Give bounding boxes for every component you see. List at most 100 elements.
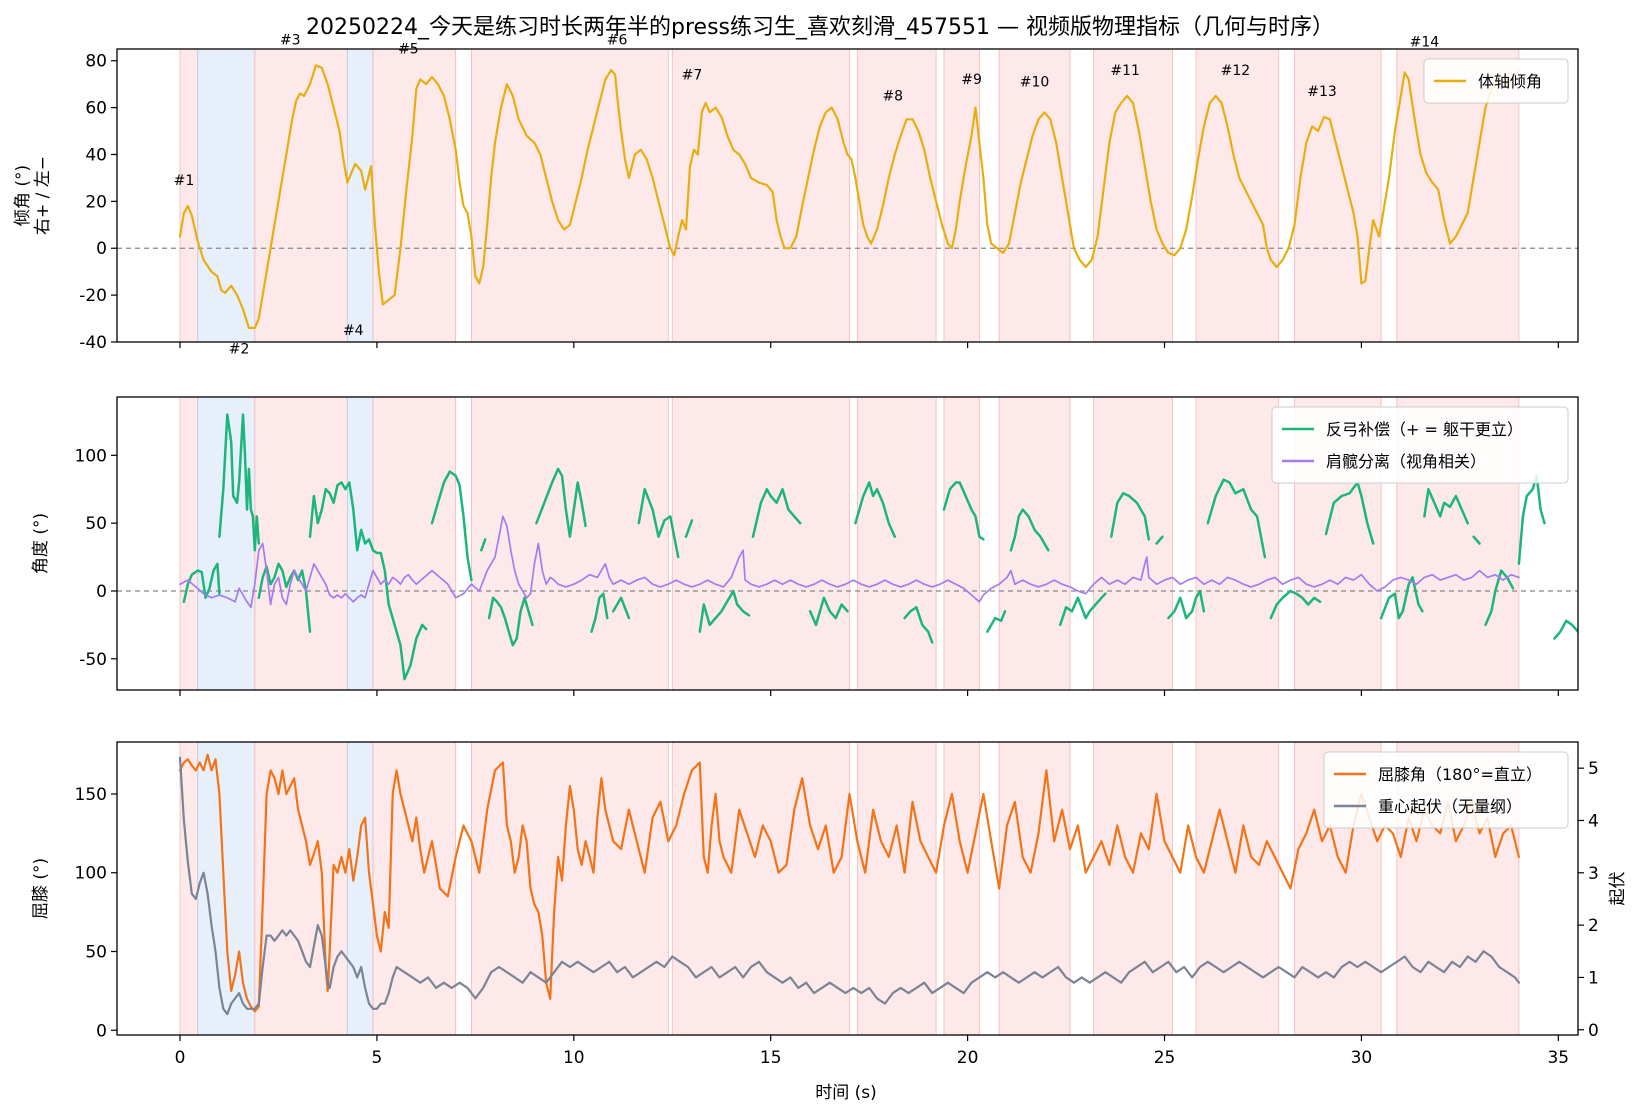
y-tick-label: 60 [85, 99, 107, 119]
y-tick-label: 150 [75, 785, 107, 805]
y-tick-label: -50 [79, 650, 107, 670]
y-axis-label: 角度 (°) [31, 513, 51, 574]
turn-label: #2 [229, 342, 250, 358]
segment-band-5 [372, 49, 457, 342]
segment-bands [179, 397, 1520, 690]
segment-band-10 [998, 49, 1071, 342]
segment-band-8 [856, 397, 937, 690]
turn-label: #5 [398, 42, 419, 58]
y-tick-label: 50 [85, 514, 107, 534]
turn-label: #4 [343, 323, 364, 339]
x-axis-label: 时间 (s) [815, 1083, 877, 1103]
legend-entry: 屈膝角（180°=直立） [1378, 765, 1542, 784]
series-line-com [178, 756, 1520, 1016]
turn-label: #14 [1410, 35, 1440, 51]
series-line-knee [178, 753, 1520, 1013]
segment-band-7 [671, 49, 850, 342]
turn-label: #8 [882, 89, 903, 105]
turn-label: #10 [1020, 75, 1050, 91]
x-tick-label: 20 [957, 1048, 979, 1068]
segment-band-8 [856, 742, 937, 1035]
y-tick-label: 0 [96, 239, 107, 259]
segment-band-9 [943, 397, 980, 690]
y-axis-label: 屈膝 (°) [31, 858, 51, 919]
turn-label: #9 [961, 72, 982, 88]
turn-label: #13 [1307, 84, 1337, 100]
x-tick-label: 5 [371, 1048, 382, 1068]
segment-band-9 [943, 742, 980, 1035]
segment-band-7 [671, 397, 850, 690]
y-right-tick-label: 3 [1588, 864, 1599, 884]
segment-band-1 [179, 49, 199, 342]
panel-angles: -50 0 50 100 角度 (°) 反弓补偿（+ = 躯干更立） 肩髋分离（视角相关） [31, 396, 1579, 696]
y-tick-label: 20 [85, 192, 107, 212]
turn-label: #6 [607, 32, 628, 48]
y-tick-label: 100 [75, 864, 107, 884]
y-right-tick-label: 4 [1588, 811, 1599, 831]
y-right-axis-label: 起伏 [1608, 872, 1628, 906]
panel-knee: 0 50 100 150 0 1 2 3 4 5 起伏 0 5 10 15 20 25 30 35 屈膝 (°) 屈膝角… [31, 741, 1628, 1068]
series-line-comp [182, 413, 1578, 681]
segment-band-11 [1093, 397, 1173, 690]
x-tick-label: 35 [1547, 1048, 1569, 1068]
panel-tilt: #1 #2 #3 #4 #5 #6 #7 #8 #9 #10 #11 #12 #13 #14 -40 -20 0… [13, 32, 1579, 358]
y-tick-label: 40 [85, 145, 107, 165]
segment-bands [179, 49, 1520, 342]
segment-band-12 [1195, 49, 1280, 342]
turn-label: #1 [174, 173, 195, 189]
legend-entry: 重心起伏（无量纲） [1378, 797, 1522, 816]
segment-band-11 [1093, 49, 1173, 342]
y-right-tick-label: 5 [1588, 759, 1599, 779]
segment-band-10 [998, 397, 1071, 690]
legend-entry: 体轴倾角 [1478, 72, 1542, 91]
y-tick-label: 80 [85, 52, 107, 72]
segment-band-13 [1294, 49, 1382, 342]
y-tick-label: 0 [96, 1021, 107, 1041]
turn-label: #12 [1221, 63, 1251, 79]
segment-band-4 [346, 742, 374, 1035]
turn-label: #7 [682, 67, 703, 83]
segment-band-5 [372, 397, 457, 690]
segment-band-2 [197, 49, 256, 342]
segment-band-5 [372, 742, 457, 1035]
legend: 反弓补偿（+ = 躯干更立） 肩髋分离（视角相关） [1271, 406, 1569, 484]
y-tick-label: 100 [75, 446, 107, 466]
segment-band-4 [346, 49, 374, 342]
segment-band-11 [1093, 742, 1173, 1035]
segment-band-3 [254, 397, 348, 690]
legend: 体轴倾角 [1423, 58, 1569, 104]
segment-band-4 [346, 397, 374, 690]
y-tick-label: 0 [96, 582, 107, 602]
legend: 屈膝角（180°=直立） 重心起伏（无量纲） [1323, 751, 1569, 829]
chart-title: 20250224_今天是练习时长两年半的press练习生_喜欢刻滑_457551… [306, 15, 1334, 40]
segment-band-7 [671, 742, 850, 1035]
y-right-tick-label: 0 [1588, 1021, 1599, 1041]
y-tick-label: -20 [79, 286, 107, 306]
series-line-tilt [178, 64, 1520, 329]
y-axis-label: 倾角 (°)右+ / 左− [13, 156, 53, 235]
segment-band-6 [471, 397, 669, 690]
segment-band-1 [179, 397, 199, 690]
axes-frame [116, 48, 1579, 343]
y-tick-label: -40 [79, 333, 107, 353]
x-tick-label: 15 [760, 1048, 782, 1068]
segment-band-12 [1195, 742, 1280, 1035]
segment-band-8 [856, 49, 937, 342]
segment-band-12 [1195, 397, 1280, 690]
y-tick-label: 50 [85, 943, 107, 963]
segment-band-6 [471, 49, 669, 342]
legend-entry: 反弓补偿（+ = 躯干更立） [1326, 420, 1523, 439]
y-right-tick-label: 1 [1588, 968, 1599, 988]
segment-band-10 [998, 742, 1071, 1035]
legend-entry: 肩髋分离（视角相关） [1326, 452, 1486, 471]
x-tick-label: 10 [563, 1048, 585, 1068]
axes-frame [116, 741, 1579, 1036]
turn-label: #3 [280, 32, 301, 48]
x-tick-label: 0 [175, 1048, 186, 1068]
x-tick-label: 25 [1154, 1048, 1176, 1068]
turn-label: #11 [1110, 63, 1140, 79]
y-right-tick-label: 2 [1588, 916, 1599, 936]
x-tick-label: 30 [1351, 1048, 1373, 1068]
series-line-sep [179, 515, 1520, 609]
